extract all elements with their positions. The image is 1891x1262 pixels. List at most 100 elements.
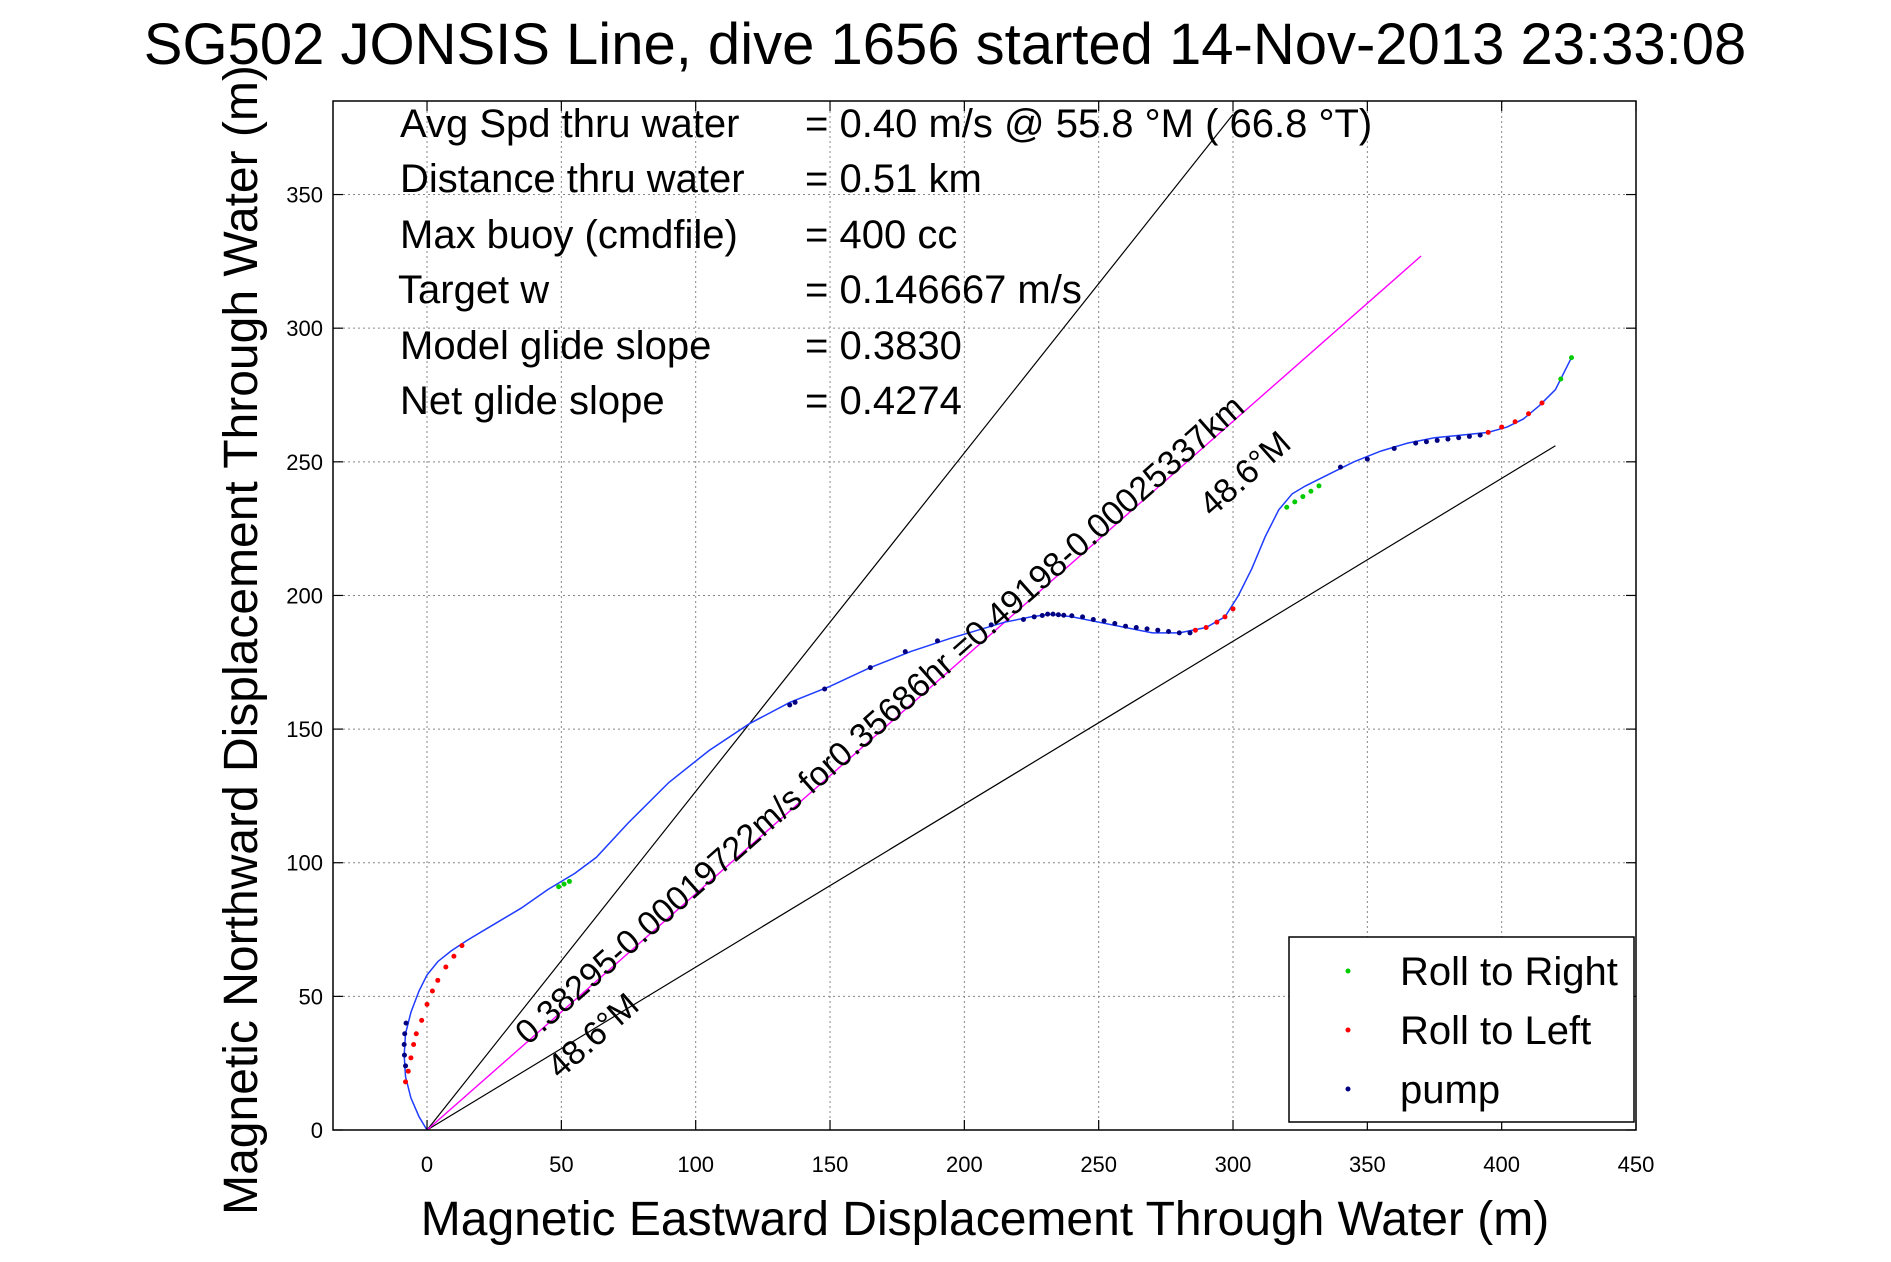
legend-marker-roll-right	[1345, 968, 1351, 974]
stat-value-net-glide: = 0.4274	[805, 379, 962, 423]
point-roll-to-left	[408, 1055, 414, 1061]
axis-ticks: 0 50 100 150 200 250 300 350 400 450 0 50 100 150 200 2…	[286, 101, 1654, 1177]
point-roll-to-left	[1192, 627, 1198, 633]
dive-stats: Avg Spd thru water = 0.40 m/s @ 55.8 °M …	[398, 102, 1372, 423]
x-tick-label: 200	[946, 1152, 983, 1177]
y-tick-label: 100	[286, 851, 323, 876]
y-tick-label: 250	[286, 450, 323, 475]
chart-title: SG502 JONSIS Line, dive 1656 started 14-…	[144, 12, 1746, 77]
point-pump	[1364, 456, 1370, 462]
y-tick-label: 0	[311, 1118, 323, 1143]
x-tick-label: 150	[812, 1152, 849, 1177]
x-tick-label: 450	[1618, 1152, 1655, 1177]
point-roll-to-right	[1558, 376, 1564, 382]
point-roll-to-left	[419, 1017, 425, 1023]
point-pump	[1445, 436, 1451, 442]
point-roll-to-left	[1203, 625, 1209, 631]
point-pump	[787, 702, 793, 708]
point-pump	[1466, 433, 1472, 439]
x-tick-label: 50	[549, 1152, 573, 1177]
point-pump	[401, 1052, 407, 1058]
y-tick-label: 50	[299, 984, 323, 1009]
point-pump	[1112, 621, 1118, 627]
point-pump	[934, 638, 940, 644]
point-pump	[1456, 435, 1462, 441]
plot-area: 0 50 100 150 200 250 300 350 400 450 0 50 100 150 200 2…	[286, 100, 1654, 1177]
y-tick-label: 350	[286, 183, 323, 208]
stat-label-distance: Distance thru water	[400, 157, 745, 201]
stat-label-target-w: Target w	[398, 268, 549, 312]
y-tick-label: 200	[286, 583, 323, 608]
point-pump	[403, 1020, 409, 1026]
point-pump	[1050, 611, 1056, 617]
point-pump	[1176, 630, 1182, 636]
point-pump	[1080, 614, 1086, 620]
y-tick-label: 150	[286, 717, 323, 742]
reference-lines	[426, 113, 1556, 1131]
stat-value-distance: = 0.51 km	[805, 157, 982, 201]
point-roll-to-right	[1284, 504, 1290, 510]
point-pump	[1337, 464, 1343, 470]
point-roll-to-left	[443, 964, 449, 970]
point-roll-to-right	[1300, 494, 1306, 500]
point-pump	[1413, 440, 1419, 446]
point-pump	[401, 1041, 407, 1047]
x-tick-label: 0	[421, 1152, 433, 1177]
point-pump	[1144, 626, 1150, 632]
point-roll-to-left	[429, 988, 435, 994]
point-roll-to-left	[1230, 606, 1236, 612]
point-roll-to-left	[405, 1068, 411, 1074]
point-roll-to-right	[1308, 488, 1314, 494]
x-tick-label: 300	[1215, 1152, 1252, 1177]
plot-border	[332, 100, 1637, 1131]
point-roll-to-right	[561, 881, 567, 887]
point-roll-to-left	[459, 943, 465, 949]
point-pump	[1039, 613, 1045, 618]
point-pump	[1434, 437, 1440, 443]
stat-value-model-glide: = 0.3830	[805, 324, 962, 368]
point-roll-to-right	[1316, 483, 1322, 489]
legend-label-pump: pump	[1400, 1068, 1500, 1112]
point-pump	[1061, 612, 1067, 618]
x-tick-label: 400	[1483, 1152, 1520, 1177]
stat-value-target-w: = 0.146667 m/s	[805, 268, 1082, 312]
point-roll-to-right	[566, 878, 572, 884]
point-roll-to-right	[556, 884, 562, 890]
point-pump	[1187, 630, 1193, 636]
point-roll-to-left	[435, 977, 441, 983]
point-pump	[867, 665, 873, 671]
x-tick-label: 100	[677, 1152, 714, 1177]
point-pump	[1133, 625, 1139, 631]
point-roll-to-left	[413, 1031, 419, 1037]
point-pump	[1155, 627, 1161, 633]
point-roll-to-left	[1512, 419, 1518, 425]
stat-value-avg-speed: = 0.40 m/s @ 55.8 °M ( 66.8 °T)	[805, 102, 1372, 146]
point-roll-to-left	[1485, 429, 1491, 435]
legend-label-roll-right: Roll to Right	[1400, 950, 1618, 994]
point-roll-to-left	[1499, 424, 1505, 430]
reference-line	[426, 445, 1556, 1131]
x-tick-label: 350	[1349, 1152, 1386, 1177]
point-pump	[1391, 445, 1397, 451]
point-roll-to-left	[1539, 400, 1545, 406]
point-roll-to-left	[403, 1079, 409, 1085]
point-pump	[1166, 629, 1172, 635]
legend-marker-pump	[1345, 1086, 1351, 1092]
markers-layer	[401, 355, 1575, 1085]
point-pump	[1069, 613, 1075, 619]
point-roll-to-left	[1214, 619, 1220, 625]
point-pump	[1123, 623, 1129, 629]
reference-line	[426, 113, 1234, 1131]
point-roll-to-left	[1222, 614, 1228, 620]
track-layer	[403, 357, 1573, 1131]
point-pump	[792, 699, 798, 705]
point-pump	[822, 686, 828, 692]
x-tick-label: 250	[1080, 1152, 1117, 1177]
stat-label-max-buoy: Max buoy (cmdfile)	[400, 213, 738, 257]
legend: Roll to Right Roll to Left pump	[1288, 936, 1635, 1123]
y-axis-label: Magnetic Northward Displacement Through …	[215, 65, 268, 1215]
point-pump	[1101, 618, 1107, 624]
point-pump	[402, 1031, 408, 1037]
x-axis-label: Magnetic Eastward Displacement Through W…	[421, 1193, 1549, 1246]
